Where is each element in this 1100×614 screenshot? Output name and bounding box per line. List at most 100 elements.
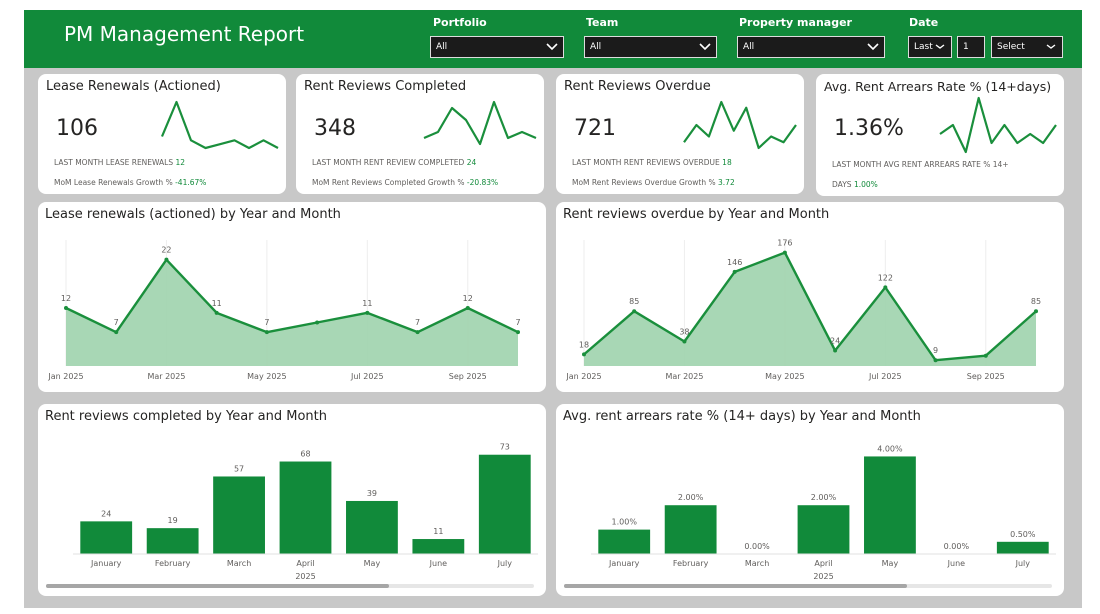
data-label: 11 bbox=[433, 527, 443, 536]
bar[interactable] bbox=[996, 541, 1049, 554]
horizontal-scrollbar[interactable] bbox=[46, 584, 534, 588]
data-point[interactable] bbox=[64, 306, 68, 310]
data-label: 11 bbox=[212, 299, 222, 308]
kpi-value: 1.36% bbox=[834, 116, 904, 141]
data-label: 39 bbox=[367, 489, 377, 498]
date-unit-dropdown[interactable]: Select bbox=[991, 36, 1063, 58]
series-line bbox=[583, 251, 1037, 362]
chart-title: Rent reviews overdue by Year and Month bbox=[563, 207, 830, 222]
kpi-growth-value: 3.72 bbox=[718, 178, 735, 187]
kpi-growth-label: DAYS bbox=[832, 180, 852, 189]
horizontal-scrollbar[interactable] bbox=[564, 584, 1052, 588]
x-tick-label: March bbox=[745, 559, 769, 568]
x-tick-label: April bbox=[814, 559, 832, 568]
sparkline-path bbox=[423, 100, 537, 146]
kpi-growth-value: -41.67% bbox=[175, 178, 207, 187]
data-point[interactable] bbox=[214, 310, 219, 315]
rent-arrears-rate-chart-card[interactable]: Avg. rent arrears rate % (14+ days) by Y… bbox=[556, 404, 1064, 596]
year-label: 2025 bbox=[295, 572, 315, 581]
bar[interactable] bbox=[664, 505, 717, 554]
data-point[interactable] bbox=[315, 320, 320, 325]
chart-title: Rent reviews completed by Year and Month bbox=[45, 409, 327, 424]
data-point[interactable] bbox=[732, 269, 737, 274]
data-point[interactable] bbox=[983, 353, 988, 358]
team-dropdown[interactable]: All bbox=[584, 36, 717, 58]
portfolio-dropdown[interactable]: All bbox=[430, 36, 564, 58]
x-tick-label: Sep 2025 bbox=[449, 372, 487, 381]
data-label: 11 bbox=[362, 299, 372, 308]
data-label: 146 bbox=[727, 258, 742, 267]
sparkline-path bbox=[939, 96, 1057, 154]
data-point[interactable] bbox=[365, 310, 370, 315]
kpi-value: 106 bbox=[56, 116, 98, 141]
bar[interactable] bbox=[864, 456, 916, 554]
date-unit-value: Select bbox=[997, 42, 1025, 52]
x-tick-label: Jul 2025 bbox=[350, 372, 384, 381]
x-tick-label: July bbox=[1015, 559, 1031, 568]
bar[interactable] bbox=[478, 454, 531, 554]
data-point[interactable] bbox=[415, 330, 420, 335]
kpi-card-avg-rent-arrears[interactable]: Avg. Rent Arrears Rate % (14+days) 1.36%… bbox=[816, 74, 1064, 196]
kpi-last-month-label: LAST MONTH AVG RENT ARREARS RATE % 14+ bbox=[832, 160, 1009, 169]
data-point[interactable] bbox=[164, 257, 169, 262]
area-fill bbox=[66, 259, 518, 366]
bar[interactable] bbox=[598, 529, 651, 554]
data-point[interactable] bbox=[782, 250, 787, 255]
data-point[interactable] bbox=[632, 309, 637, 314]
kpi-last-month: LAST MONTH LEASE RENEWALS 12 bbox=[54, 158, 185, 167]
property-manager-dropdown[interactable]: All bbox=[737, 36, 885, 58]
data-point[interactable] bbox=[883, 285, 888, 290]
kpi-last-month-label: LAST MONTH RENT REVIEWS OVERDUE bbox=[572, 158, 720, 167]
date-mode-dropdown[interactable]: Last bbox=[908, 36, 952, 58]
x-tick-label: March bbox=[227, 559, 251, 568]
data-point[interactable] bbox=[582, 352, 586, 357]
kpi-growth: DAYS 1.00% bbox=[832, 180, 878, 189]
bar[interactable] bbox=[213, 476, 265, 554]
chevron-down-icon bbox=[866, 39, 880, 53]
x-tick-label: May bbox=[882, 559, 899, 568]
kpi-card-rent-reviews-completed[interactable]: Rent Reviews Completed 348 LAST MONTH RE… bbox=[296, 74, 544, 194]
scrollbar-thumb[interactable] bbox=[46, 584, 389, 588]
bar[interactable] bbox=[80, 521, 133, 554]
date-count-input[interactable]: 1 bbox=[957, 36, 985, 58]
bar[interactable] bbox=[346, 500, 398, 554]
kpi-last-month: LAST MONTH RENT REVIEWS OVERDUE 18 bbox=[572, 158, 732, 167]
data-point[interactable] bbox=[465, 306, 470, 310]
data-point[interactable] bbox=[933, 358, 938, 363]
kpi-last-month-value: 24 bbox=[466, 158, 477, 167]
property-manager-filter-label: Property manager bbox=[739, 16, 852, 29]
data-label: 24 bbox=[101, 509, 111, 518]
rent-reviews-completed-chart-card[interactable]: Rent reviews completed by Year and Month… bbox=[38, 404, 546, 596]
data-point[interactable] bbox=[114, 330, 119, 335]
x-tick-label: Mar 2025 bbox=[147, 372, 185, 381]
data-point[interactable] bbox=[516, 330, 520, 335]
data-label: 7 bbox=[264, 318, 269, 327]
x-tick-label: February bbox=[155, 559, 191, 568]
property-manager-value: All bbox=[743, 42, 755, 52]
kpi-last-month-value: 12 bbox=[175, 158, 186, 167]
sparkline-path bbox=[683, 100, 797, 150]
kpi-growth-label: MoM Rent Reviews Completed Growth % bbox=[312, 178, 465, 187]
kpi-card-lease-renewals[interactable]: Lease Renewals (Actioned) 106 LAST MONTH… bbox=[38, 74, 286, 194]
rent-reviews-overdue-chart-card[interactable]: Rent reviews overdue by Year and Month 1… bbox=[556, 202, 1064, 392]
data-point[interactable] bbox=[833, 348, 838, 353]
data-point[interactable] bbox=[264, 330, 269, 335]
data-point[interactable] bbox=[682, 339, 687, 344]
bar[interactable] bbox=[412, 539, 465, 554]
team-filter-label: Team bbox=[586, 16, 619, 29]
bar[interactable] bbox=[279, 461, 332, 554]
lease-renewals-chart-card[interactable]: Lease renewals (actioned) by Year and Mo… bbox=[38, 202, 546, 392]
scrollbar-thumb[interactable] bbox=[564, 584, 907, 588]
x-tick-label: Jan 2025 bbox=[565, 372, 601, 381]
bar[interactable] bbox=[146, 528, 199, 554]
data-label: 73 bbox=[500, 443, 510, 452]
x-tick-label: Jan 2025 bbox=[47, 372, 83, 381]
kpi-card-rent-reviews-overdue[interactable]: Rent Reviews Overdue 721 LAST MONTH RENT… bbox=[556, 74, 804, 194]
data-label: 1.00% bbox=[612, 518, 638, 527]
kpi-last-month-value: 18 bbox=[722, 158, 732, 167]
bar[interactable] bbox=[797, 505, 850, 554]
year-label: 2025 bbox=[813, 572, 833, 581]
data-point[interactable] bbox=[1034, 309, 1038, 314]
chart-title: Lease renewals (actioned) by Year and Mo… bbox=[45, 207, 341, 222]
kpi-sparkline bbox=[160, 100, 279, 150]
